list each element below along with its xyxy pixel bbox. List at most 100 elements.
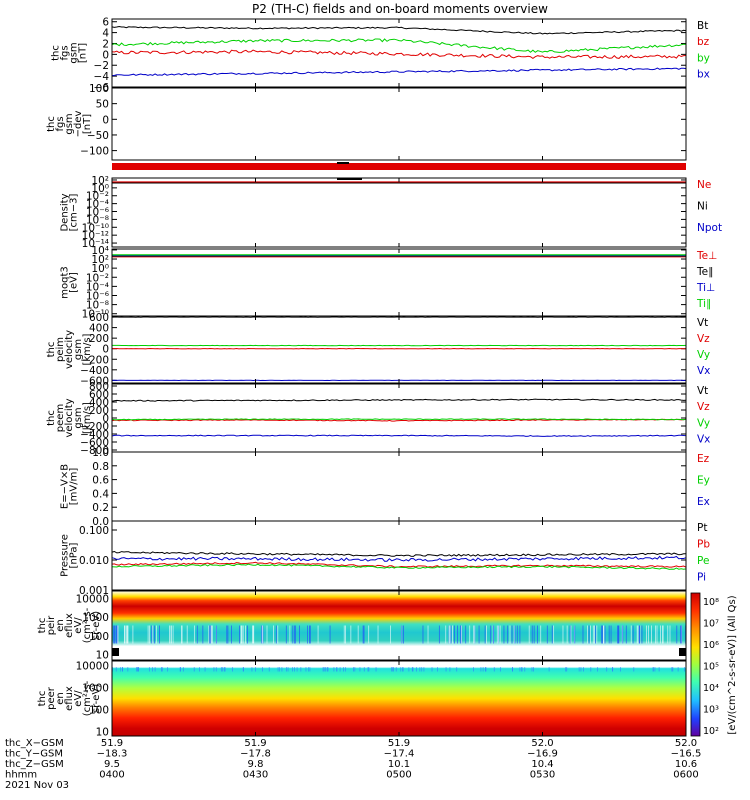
y-tick-label: −800 bbox=[80, 445, 109, 457]
x-row-value: −16.9 bbox=[527, 749, 558, 760]
panel-frame bbox=[111, 383, 687, 453]
x-row-label: thc_Z−GSM bbox=[5, 759, 64, 770]
x-row-label: hhmm bbox=[5, 770, 37, 781]
y-tick-label: 10⁰ bbox=[91, 263, 109, 275]
y-tick-label: 800 bbox=[89, 381, 109, 393]
series-bx bbox=[111, 67, 687, 77]
y-tick-label: 0 bbox=[102, 49, 109, 61]
y-tick-label: 200 bbox=[89, 405, 109, 417]
y-tick-label: 0.4 bbox=[92, 488, 109, 500]
y-tick-label: 100 bbox=[89, 631, 109, 643]
y-tick-label: 0.8 bbox=[92, 461, 109, 473]
y-label: [mV/m] bbox=[69, 468, 80, 506]
x-row-value: 0400 bbox=[99, 770, 124, 781]
y-label: [cm−3] bbox=[69, 194, 80, 232]
legend-Vy: Vy bbox=[697, 349, 710, 361]
colorbar bbox=[690, 592, 701, 737]
panel-peer: 10000 1000 100 10 thcpeerenefluxeV/(cm²-s-sr… bbox=[37, 660, 687, 739]
colorbar-tick: 10³ bbox=[703, 705, 719, 716]
y-tick-label: 1000 bbox=[82, 612, 109, 624]
legend-Vx: Vx bbox=[697, 365, 710, 377]
legend-Vz: Vz bbox=[697, 401, 710, 413]
x-row-value: 10.1 bbox=[388, 759, 410, 770]
edge-mark-right bbox=[679, 648, 686, 656]
y-label: (cm²-s- bbox=[82, 607, 93, 643]
y-tick-label: −600 bbox=[80, 437, 109, 449]
y-label: en bbox=[55, 692, 66, 705]
colorbar-tick: 10⁵ bbox=[703, 662, 719, 673]
legend-Vt: Vt bbox=[697, 317, 708, 329]
x-row-value: 52.0 bbox=[531, 738, 553, 749]
y-tick-label: 1000 bbox=[82, 682, 109, 694]
y-tick-label: −200 bbox=[80, 421, 109, 433]
legend-Ne: Ne bbox=[697, 179, 711, 191]
y-tick-label: 6 bbox=[102, 17, 109, 29]
y-tick-label: 10⁻¹² bbox=[82, 230, 109, 242]
panel-frame bbox=[111, 87, 687, 161]
red-strip bbox=[112, 163, 686, 170]
y-tick-label: −100 bbox=[80, 146, 109, 158]
y-tick-label: 4 bbox=[102, 28, 109, 40]
y-tick-label: 10000 bbox=[76, 660, 109, 672]
y-label: gsm bbox=[69, 42, 80, 63]
panel-pressure: 0.100 0.010 0.001 Pressure[nPa] Pt Pb Pe Pi bbox=[60, 520, 710, 597]
panel-efield: 1.0 0.8 0.60.4 0.2 0.0 E=−V×B[mV/m] Ez Ey Ex bbox=[60, 447, 710, 528]
x-axis: thc_X−GSM 51.9 51.9 51.9 52.0 52.0 thc_Y−GSM −1… bbox=[5, 738, 701, 791]
y-label: peem bbox=[55, 404, 66, 432]
y-label: velocity bbox=[64, 330, 75, 369]
y-label: thc bbox=[46, 410, 57, 426]
y-tick-label: 10⁻⁶ bbox=[86, 290, 109, 302]
y-label: fgs bbox=[55, 116, 66, 131]
y-label: velocity bbox=[64, 398, 75, 437]
y-label: Pressure bbox=[60, 534, 71, 577]
y-label: thc bbox=[51, 45, 62, 61]
y-tick-label: 10⁻² bbox=[86, 191, 109, 203]
legend-Pe: Pe bbox=[697, 555, 709, 567]
legend-bx: bx bbox=[697, 69, 710, 81]
y-tick-label: 10 bbox=[96, 727, 109, 739]
y-label: thc bbox=[46, 116, 57, 132]
x-row-label: thc_Y−GSM bbox=[5, 749, 63, 760]
y-tick-label: 10000 bbox=[76, 593, 109, 605]
y-tick-label: 10⁻⁸ bbox=[86, 300, 109, 312]
y-tick-label: 2 bbox=[102, 38, 109, 50]
y-tick-label: −200 bbox=[80, 354, 109, 366]
series-Pi bbox=[111, 555, 687, 562]
y-tick-label: 100 bbox=[89, 83, 109, 95]
y-tick-label: 10 bbox=[96, 649, 109, 661]
y-tick-label: 10⁴ bbox=[91, 245, 109, 257]
y-tick-label: 10⁻² bbox=[86, 272, 109, 284]
y-label: [nT] bbox=[82, 114, 93, 134]
x-row-value: 0500 bbox=[386, 770, 411, 781]
chart-title: P2 (TH-C) fields and on-board moments ov… bbox=[252, 2, 548, 16]
legend-Pt: Pt bbox=[697, 522, 707, 534]
legend-Npot: Npot bbox=[697, 222, 722, 234]
colorbar-tick: 10² bbox=[703, 726, 719, 737]
x-row-value: −16.5 bbox=[671, 749, 702, 760]
y-label: thc bbox=[37, 618, 48, 634]
y-label: moqt3 bbox=[60, 266, 71, 299]
x-row-value: 0530 bbox=[530, 770, 555, 781]
y-tick-label: 10⁻⁸ bbox=[86, 214, 109, 226]
x-row-value: 51.9 bbox=[101, 738, 123, 749]
legend-by: by bbox=[697, 52, 710, 64]
y-label: [eV] bbox=[69, 272, 80, 293]
y-label: thc bbox=[37, 691, 48, 707]
y-tick-label: −400 bbox=[80, 365, 109, 377]
strip-mark bbox=[337, 162, 349, 164]
legend-bz: bz bbox=[697, 36, 710, 48]
y-label: eflux bbox=[64, 686, 75, 711]
y-label: eflux bbox=[64, 613, 75, 638]
panel-peir: 10000 1000 100 10 thcpeirenefluxeV/(cm²-s-sr… bbox=[37, 590, 687, 661]
y-label: eV/ bbox=[73, 617, 84, 634]
x-row-value: 51.9 bbox=[244, 738, 266, 749]
legend-Te∥: Te∥ bbox=[696, 266, 713, 278]
y-tick-label: −2 bbox=[94, 60, 109, 72]
legend-Vz: Vz bbox=[697, 333, 710, 345]
series-Vy bbox=[111, 418, 687, 421]
x-row-value: 51.9 bbox=[388, 738, 410, 749]
legend-Ti⊥: Ti⊥ bbox=[696, 282, 715, 294]
